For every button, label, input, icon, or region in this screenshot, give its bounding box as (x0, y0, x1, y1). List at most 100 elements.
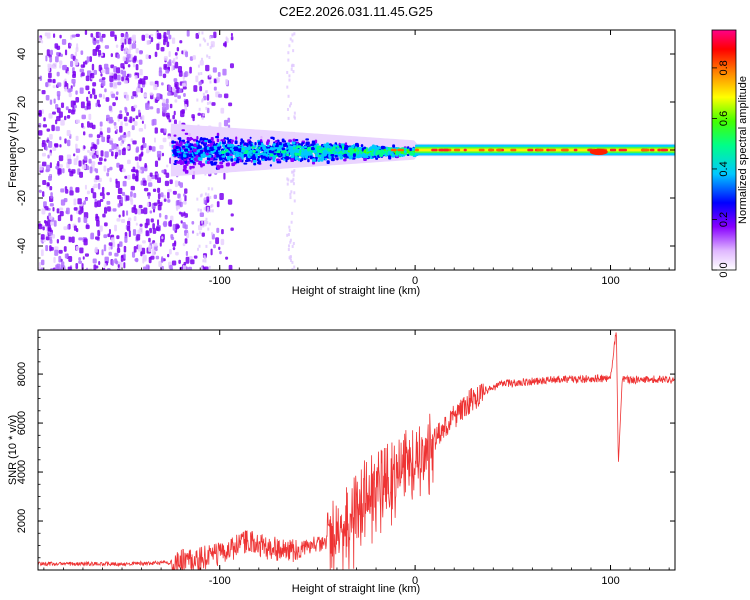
spectrogram-noise-cell (121, 76, 125, 82)
spectrogram-band-cell (319, 154, 324, 158)
spectrogram-band-cell (200, 141, 204, 145)
spectrogram-band-cell (252, 159, 257, 163)
spectrogram-band-cell (272, 143, 276, 146)
spectrogram-band-cell (184, 143, 189, 147)
spectrogram-noise-cell (161, 152, 165, 157)
spectrogram-noise-cell (60, 235, 65, 240)
spectrogram-noise-cell (118, 149, 122, 156)
spectrogram-noise-cell (120, 255, 124, 262)
spectrogram-noise-cell (157, 204, 162, 211)
spectrogram-noise-cell (87, 149, 90, 153)
spectrogram-band-cell (292, 138, 296, 142)
spectrogram-band-cell (348, 155, 353, 160)
spectrogram-faint-cell (208, 55, 211, 59)
spectrogram-noise-cell (52, 33, 56, 38)
spectrogram-noise-cell (174, 99, 178, 103)
spectrogram-noise-cell (78, 160, 82, 167)
spectrogram-noise-cell (152, 246, 155, 251)
spectrogram-noise-cell (59, 144, 62, 148)
spectrogram-noise-cell (176, 47, 180, 52)
spectrogram-band-cell (333, 144, 336, 147)
spectrogram-noise-cell (181, 83, 186, 87)
spectrogram-noise-cell (206, 94, 210, 101)
spectrogram-noise-cell (175, 251, 179, 256)
spectrogram-noise-cell (118, 137, 121, 142)
spectrogram-noise-cell (136, 146, 140, 153)
spectrogram-band-cell (243, 162, 248, 165)
spectrogram-faint-cell (196, 232, 199, 236)
spectrogram-carrier-inner (627, 148, 630, 152)
spectrogram-band-cell (283, 154, 286, 158)
spectrogram-band-cell (336, 157, 339, 161)
spectrogram-noise-cell (110, 237, 115, 242)
spectrogram-noise-cell (47, 65, 51, 72)
spectrogram-noise-cell (109, 140, 113, 145)
spectrogram-band-cell (281, 150, 285, 154)
spectrogram-noise-cell (221, 229, 224, 235)
spectrogram-noise-cell (100, 69, 106, 73)
spectrogram-noise-cell (179, 266, 183, 270)
spectrogram-noise-cell (101, 136, 106, 143)
spectrogram-band-cell (293, 144, 297, 148)
spectrogram-noise-cell (50, 192, 53, 199)
spectrogram-noise-cell (133, 121, 138, 126)
colorbar-tick-label: 0.2 (718, 212, 730, 227)
spectrogram-noise-cell (64, 81, 67, 88)
spectrogram-band-cell (264, 157, 268, 161)
spectrogram-band-cell (297, 145, 302, 149)
spectrogram-noise-cell (75, 148, 81, 153)
spectrogram-noise-cell (191, 230, 195, 234)
spectrogram-noise-cell (162, 98, 166, 104)
snr-ticks: -100 0 100 2000 4000 6000 8000 (16, 330, 675, 587)
spectrogram-band-cell (249, 136, 252, 139)
spectrogram-noise-cell (179, 182, 184, 188)
spectrogram-faint-cell (202, 259, 205, 263)
spectrogram-noise-cell (118, 113, 123, 120)
spectrogram-band-cell (353, 148, 357, 152)
spectrogram-noise-cell (152, 188, 157, 193)
spectrogram-band-cell (179, 160, 182, 164)
spectrogram-noise-cell (184, 224, 188, 230)
spectrogram-band-cell (231, 148, 234, 152)
spectrogram-noise-cell (157, 193, 161, 200)
spectrogram-noise-cell (60, 102, 65, 109)
spectrogram-noise-cell (168, 84, 172, 92)
spectrogram-carrier-inner (581, 148, 584, 152)
spectrogram-band-cell (253, 162, 257, 166)
spectrogram-noise-cell (133, 36, 136, 44)
spectrogram-faint-cell (288, 225, 291, 229)
spectrogram-band-cell (325, 150, 329, 155)
spectrogram-carrier-peak (431, 148, 438, 152)
spectrogram-faint-cell (202, 92, 205, 96)
spectrogram-noise-cell (138, 169, 142, 173)
spectrogram-noise-cell (206, 199, 210, 203)
spectrogram-noise-cell (189, 56, 194, 61)
spectrogram-noise-cell (174, 240, 177, 245)
spectrogram-noise-cell (159, 242, 162, 247)
spec-xtick-label: -100 (209, 275, 231, 287)
spectrogram-noise-cell (90, 161, 96, 166)
spectrogram-band-cell (339, 150, 343, 154)
snr-xtick-label: 0 (412, 575, 418, 587)
spectrogram-noise-cell (213, 194, 218, 200)
spectrogram-noise-cell (177, 95, 181, 99)
spectrogram-faint-cell (291, 244, 294, 248)
spectrogram-noise-cell (162, 73, 167, 79)
spectrogram-band-cell (235, 159, 240, 164)
spectrogram-band-cell (305, 138, 310, 141)
spectrogram-carrier-inner (569, 148, 573, 152)
spectrogram-faint-cell (198, 244, 201, 248)
spectrogram-noise-cell (113, 125, 118, 130)
spectrogram-noise-cell (86, 165, 90, 171)
spectrogram-noise-cell (134, 169, 139, 173)
spectrogram-band-cell (183, 165, 187, 169)
spectrogram-noise-cell (116, 162, 120, 168)
spectrogram-noise-cell (104, 222, 108, 227)
spectrogram-noise-cell (60, 188, 65, 193)
spectrogram-noise-cell (106, 192, 110, 196)
spectrogram-noise-cell (122, 210, 125, 217)
spectrogram-noise-cell (52, 146, 57, 151)
spectrogram-faint-cell (287, 51, 290, 55)
spectrogram-band-cell (175, 145, 179, 150)
spectrogram-faint-cell (201, 116, 204, 120)
